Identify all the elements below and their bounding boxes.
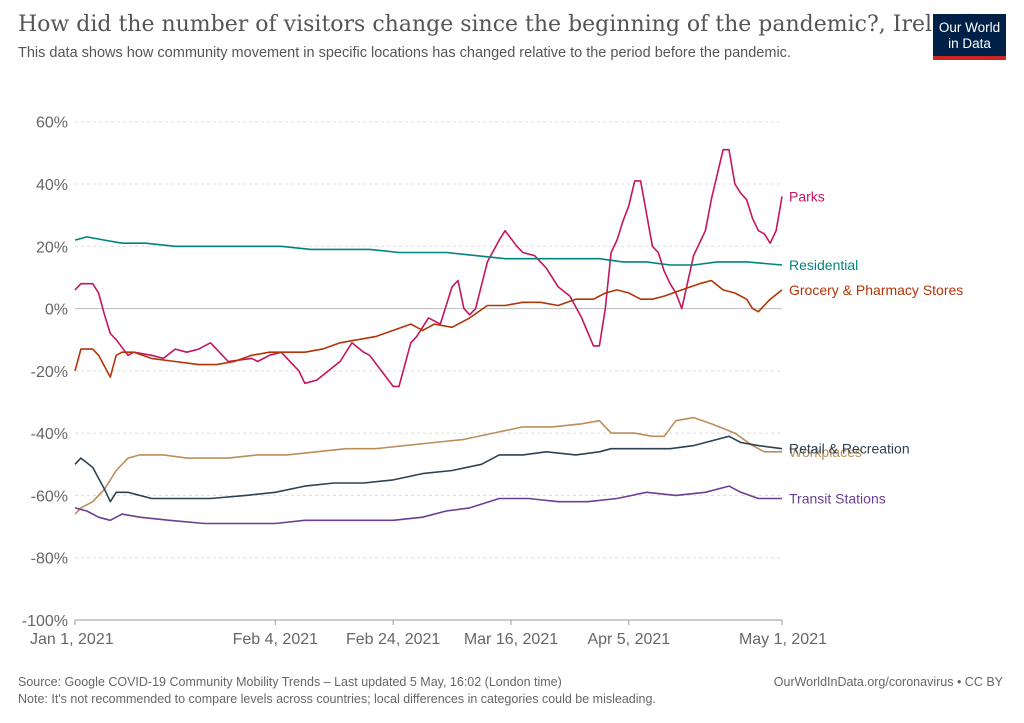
series-lines (74, 148, 783, 525)
chart-title: How did the number of visitors change si… (18, 12, 974, 37)
logo-line-2: in Data (948, 36, 991, 51)
logo-line-1: Our World (938, 20, 1001, 35)
y-tick-label: 40% (36, 177, 68, 194)
chart-subtitle: This data shows how community movement i… (18, 45, 791, 61)
series-line-0 (74, 148, 783, 388)
source-note: Source: Google COVID-19 Community Mobili… (18, 675, 562, 689)
y-tick-label: -20% (31, 364, 68, 381)
series-line-2 (74, 236, 783, 266)
y-tick-label: 60% (36, 115, 68, 132)
series-label-1: Grocery & Pharmacy Stores (789, 282, 963, 298)
series-label-3: Workplaces (789, 444, 862, 460)
grid-lines: -100% -80% -60% -40% -20% 0% 20% 40% 60% Jan 1, 2… (22, 115, 827, 648)
x-tick-label: Apr 5, 2021 (587, 631, 670, 648)
series-line-5 (74, 485, 782, 525)
x-tick-label: Jan 1, 2021 (30, 631, 114, 648)
x-tick-label: Feb 4, 2021 (233, 631, 319, 648)
y-tick-label: -40% (31, 426, 68, 443)
x-tick-label: Mar 16, 2021 (464, 631, 558, 648)
series-label-5: Transit Stations (789, 491, 886, 507)
y-tick-label: -80% (31, 551, 68, 568)
y-tick-label: 20% (36, 239, 68, 256)
series-line-1 (74, 279, 783, 378)
series-labels: Parks Grocery & Pharmacy Stores Residentia… (789, 188, 963, 506)
y-tick-label: -100% (22, 613, 68, 630)
series-line-3 (74, 416, 782, 515)
x-tick-label: May 1, 2021 (739, 631, 827, 648)
comparison-note: Note: It's not recommended to compare le… (18, 692, 656, 706)
owid-logo[interactable]: Our World in Data (933, 14, 1006, 60)
series-label-2: Residential (789, 257, 858, 273)
series-label-0: Parks (789, 188, 825, 204)
x-tick-label: Feb 24, 2021 (346, 631, 440, 648)
credit-link[interactable]: OurWorldInData.org/coronavirus • CC BY (773, 675, 1003, 689)
y-tick-label: -60% (31, 488, 68, 505)
series-label-4: Retail & Recreation (789, 441, 910, 457)
series-line-4 (74, 435, 783, 503)
y-tick-label: 0% (45, 302, 68, 319)
